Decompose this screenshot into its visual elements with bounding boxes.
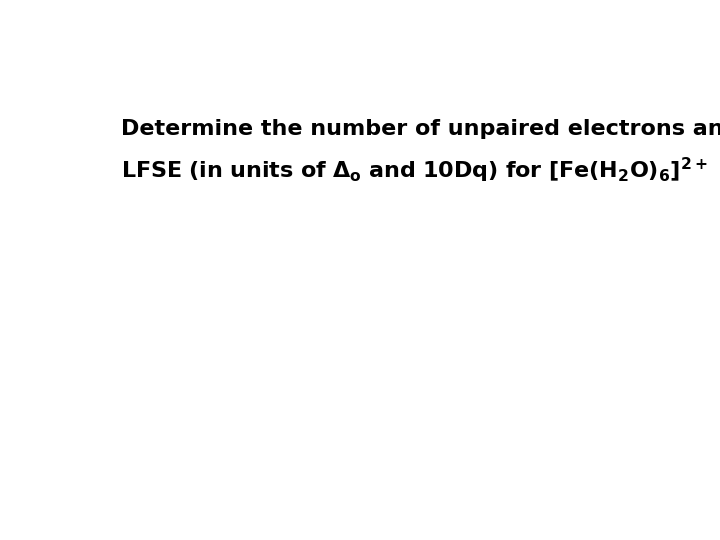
Text: Determine the number of unpaired electrons and: Determine the number of unpaired electro…	[121, 119, 720, 139]
Text: $\bf{LFSE\ (in\ units\ of\ \Delta_o\ and\ 10Dq)\ for\ [Fe(H_2O)_6]^{2+}}$: $\bf{LFSE\ (in\ units\ of\ \Delta_o\ and…	[121, 156, 707, 185]
